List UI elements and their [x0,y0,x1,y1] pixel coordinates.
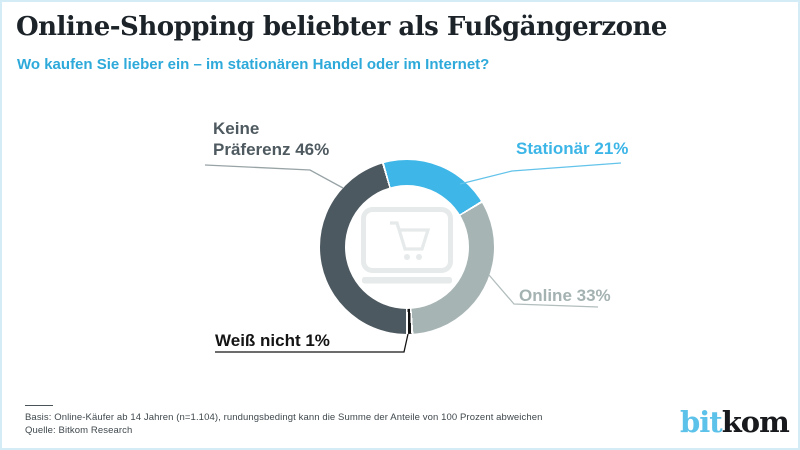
bitkom-logo: bitkom [680,405,790,439]
page-subtitle: Wo kaufen Sie lieber ein – im stationäre… [17,56,490,73]
footnote-rule [25,405,53,406]
donut-hole [345,185,469,309]
label-keine-line2: Präferenz 46% [213,140,330,159]
page-title: Online-Shopping beliebter als Fußgängerz… [16,12,667,42]
label-keine-line1: Keine [213,119,260,138]
bitkom-logo-bit: bit [680,405,723,439]
label-keine-praeferenz: Keine Präferenz 46% [213,118,329,160]
leader-stationaer [459,162,622,185]
label-weiss-nicht: Weiß nicht 1% [215,331,330,350]
label-online: Online 33% [519,286,611,305]
leader-keine-praeferenz [204,164,344,189]
shopping-cart-icon [361,207,453,284]
bitkom-logo-kom: kom [721,405,790,439]
footnote-quelle: Quelle: Bitkom Research [25,425,133,436]
footnote-basis: Basis: Online-Käufer ab 14 Jahren (n=1.1… [25,412,543,423]
label-stationaer: Stationär 21% [516,139,629,158]
